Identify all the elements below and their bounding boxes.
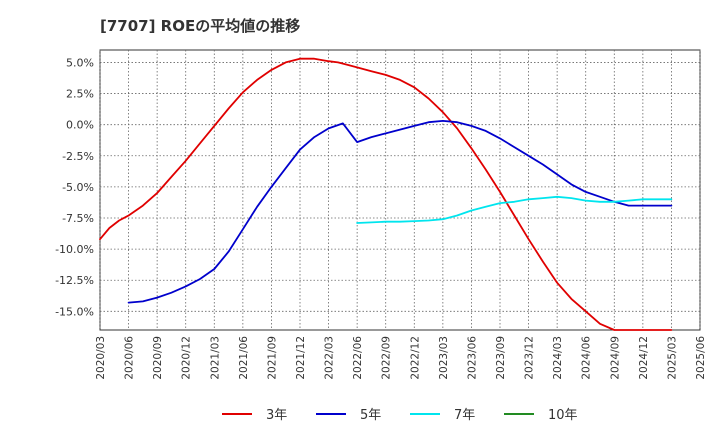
x-tick-label: 2024/06 — [581, 336, 593, 380]
y-tick-label: 0.0% — [66, 119, 94, 132]
x-tick-label: 2022/09 — [381, 336, 393, 380]
x-tick-label: 2020/03 — [95, 336, 107, 380]
x-tick-label: 2024/12 — [638, 336, 650, 380]
x-tick-label: 2020/06 — [124, 336, 136, 380]
x-tick-label: 2020/09 — [152, 336, 164, 380]
legend: 3年 5年 7年 10年 — [222, 408, 578, 423]
chart-title: [7707] ROEの平均値の推移 — [100, 17, 300, 35]
x-tick-label: 2021/03 — [209, 336, 221, 380]
x-tick-label: 2024/03 — [552, 336, 564, 380]
x-tick-label: 2022/03 — [324, 336, 336, 380]
x-tick-label: 2021/06 — [238, 336, 250, 380]
y-tick-label: -10.0% — [55, 243, 94, 256]
series-line-2 — [356, 195, 673, 224]
x-tick-label: 2021/12 — [295, 336, 307, 380]
x-tick-label: 2025/06 — [695, 336, 707, 380]
legend-label-1: 5年 — [360, 408, 381, 423]
x-tick-label: 2023/12 — [524, 336, 536, 380]
legend-label-2: 7年 — [454, 408, 475, 423]
x-tick-label: 2022/12 — [409, 336, 421, 380]
y-tick-label: 5.0% — [66, 56, 94, 69]
y-tick-label: -7.5% — [62, 212, 94, 225]
x-tick-label: 2020/12 — [181, 336, 193, 380]
y-tick-label: -12.5% — [55, 274, 94, 287]
x-tick-label: 2021/09 — [266, 336, 278, 380]
x-tick-label: 2025/03 — [666, 336, 678, 380]
y-tick-label: 2.5% — [66, 88, 94, 101]
series-lines — [99, 57, 673, 331]
legend-label-3: 10年 — [548, 408, 578, 423]
y-tick-label: -2.5% — [62, 150, 94, 163]
y-axis-ticks: 5.0% 2.5% 0.0% -2.5% -5.0% -7.5% -10.0% -12.5% -… — [55, 56, 94, 318]
gridlines — [99, 50, 701, 330]
legend-label-0: 3年 — [266, 408, 287, 423]
y-tick-label: -5.0% — [62, 181, 94, 194]
series-line-1 — [127, 120, 673, 304]
x-axis-ticks: 2020/03 2020/06 2020/09 2020/12 2021/03 2021/… — [95, 336, 707, 380]
x-tick-label: 2022/06 — [352, 336, 364, 380]
x-tick-label: 2023/06 — [466, 336, 478, 380]
plot-area — [99, 49, 701, 331]
x-tick-label: 2023/03 — [438, 336, 450, 380]
series-line-0 — [99, 57, 673, 331]
y-tick-label: -15.0% — [55, 305, 94, 318]
x-tick-label: 2024/09 — [609, 336, 621, 380]
x-tick-label: 2023/09 — [495, 336, 507, 380]
plot-frame — [99, 49, 701, 331]
